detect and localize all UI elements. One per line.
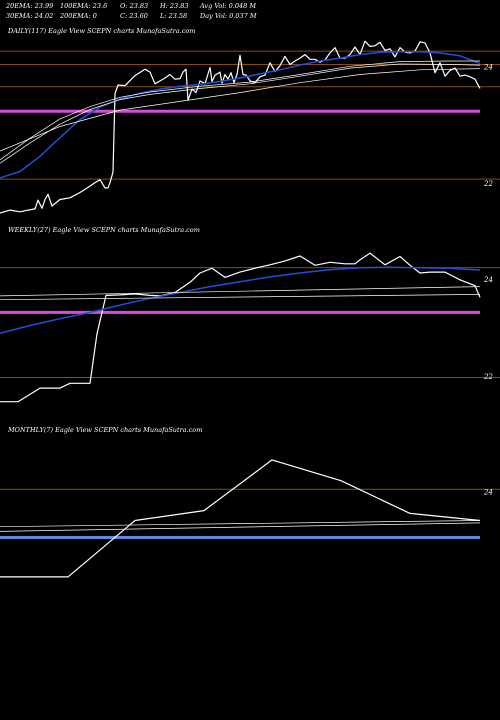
header-open: O: 23.83 <box>120 2 149 10</box>
weekly-series-ema_other-2 <box>0 286 481 297</box>
daily-series-price-0 <box>0 40 481 214</box>
header-day-vol: Day Vol: 0.037 M <box>200 12 257 20</box>
header-20ema: 20EMA: 23.99 <box>6 2 54 10</box>
daily-series-ema_other-4 <box>0 68 481 152</box>
monthly-panel: 24 <box>0 459 500 578</box>
daily-panel-title: DAILY(117) Eagle View SCEPN charts Munaf… <box>8 27 196 35</box>
daily-y-tick-24: 24 <box>483 63 493 71</box>
weekly-series-price-0 <box>0 252 481 403</box>
weekly-series-ema_other-3 <box>0 294 481 301</box>
weekly-panel: 24 22 <box>0 252 500 403</box>
monthly-panel-title: MONTHLY(7) Eagle View SCEPN charts Munaf… <box>8 426 203 434</box>
weekly-y-tick-24: 24 <box>483 276 493 284</box>
monthly-y-tick-24: 24 <box>483 489 493 497</box>
daily-series-ema_fast-1 <box>0 50 481 179</box>
header-200ema: 200EMA: 0 <box>60 12 97 20</box>
daily-panel: 24 22 <box>0 40 500 214</box>
header-close: C: 23.60 <box>120 12 148 20</box>
header-high: H: 23.83 <box>160 2 189 10</box>
header-low: L: 23.58 <box>160 12 188 20</box>
weekly-y-tick-22: 22 <box>483 373 493 381</box>
daily-series-ema_other-3 <box>0 63 481 164</box>
header-30ema: 30EMA: 24.02 <box>6 12 54 20</box>
weekly-panel-title: WEEKLY(27) Eagle View SCEPN charts Munaf… <box>8 226 200 234</box>
daily-y-tick-22: 22 <box>483 180 493 188</box>
monthly-series-price-0 <box>0 459 481 578</box>
weekly-series-ema_fast-1 <box>0 266 481 335</box>
monthly-series-ema_other-1 <box>0 520 481 528</box>
header-avg-vol: Avg Vol: 0.048 M <box>200 2 257 10</box>
daily-series-ema_other-2 <box>0 60 480 161</box>
monthly-series-ema_other-2 <box>0 522 481 532</box>
header-100ema: 100EMA: 23.6 <box>60 2 108 10</box>
